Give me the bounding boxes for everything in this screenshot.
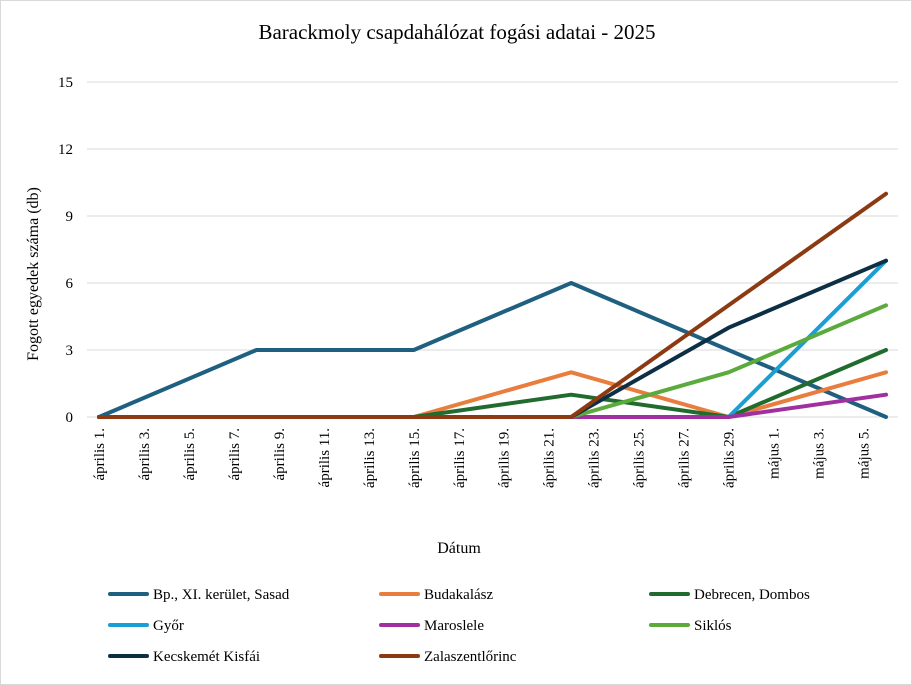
x-tick-label: április 25. <box>632 428 648 488</box>
legend-label: Debrecen, Dombos <box>694 587 810 603</box>
chart-title: Barackmoly csapdahálózat fogási adatai -… <box>258 20 655 44</box>
y-tick-label: 6 <box>66 276 74 292</box>
x-tick-label: április 7. <box>227 428 243 481</box>
legend-label: Maroslele <box>424 618 484 634</box>
x-tick-label: április 15. <box>407 428 423 488</box>
legend: Bp., XI. kerület, Sasad Budakalász Debrece… <box>108 587 810 665</box>
y-tick-label: 3 <box>66 343 74 359</box>
x-tick-label: április 3. <box>137 428 153 481</box>
x-tick-label: április 29. <box>722 428 738 488</box>
legend-label: Kecskemét Kisfái <box>153 649 260 665</box>
x-tick-label: május 1. <box>767 428 783 479</box>
x-tick-label: április 9. <box>272 428 288 481</box>
y-tick-label: 9 <box>66 209 74 225</box>
y-tick-labels: 0 3 6 9 12 15 <box>58 75 74 426</box>
x-tick-label: április 1. <box>92 428 108 481</box>
x-tick-label: április 23. <box>587 428 603 488</box>
legend-label: Siklós <box>694 618 732 634</box>
y-tick-label: 0 <box>66 410 74 426</box>
y-tick-label: 15 <box>58 75 73 91</box>
y-axis-title: Fogott egyedek száma (db) <box>25 187 42 361</box>
x-tick-labels: április 1. április 3. április 5. április 7.… <box>92 428 873 488</box>
y-tick-label: 12 <box>58 142 73 158</box>
legend-label: Győr <box>153 618 184 634</box>
series-line <box>97 191 888 419</box>
series-lines <box>97 191 888 419</box>
legend-label: Zalaszentlőrinc <box>424 649 517 665</box>
x-tick-label: április 27. <box>677 428 693 488</box>
series-line <box>97 281 888 419</box>
x-tick-label: április 13. <box>362 428 378 488</box>
x-tick-label: április 21. <box>542 428 558 488</box>
x-axis-title: Dátum <box>437 540 481 557</box>
x-tick-label: április 5. <box>182 428 198 481</box>
x-tick-label: április 19. <box>497 428 513 488</box>
legend-label: Budakalász <box>424 587 493 603</box>
x-tick-label: április 11. <box>317 428 333 487</box>
grid-lines <box>87 81 898 418</box>
x-tick-label: április 17. <box>452 428 468 488</box>
x-tick-label: május 5. <box>857 428 873 479</box>
legend-label: Bp., XI. kerület, Sasad <box>153 587 290 603</box>
x-tick-label: május 3. <box>812 428 828 479</box>
